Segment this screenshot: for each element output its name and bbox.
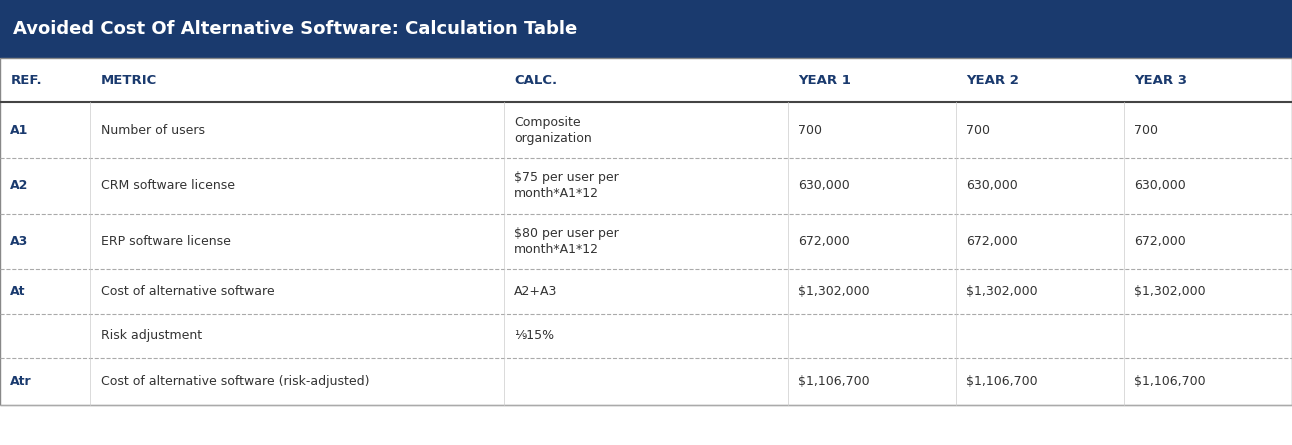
- Text: Number of users: Number of users: [101, 124, 204, 137]
- Text: 672,000: 672,000: [966, 235, 1018, 248]
- Text: $1,106,700: $1,106,700: [1134, 375, 1205, 388]
- Bar: [0, 0, 1292, 58]
- Text: 630,000: 630,000: [1134, 179, 1186, 192]
- Text: Risk adjustment: Risk adjustment: [101, 329, 202, 343]
- Text: 672,000: 672,000: [1134, 235, 1186, 248]
- Text: 700: 700: [966, 124, 991, 137]
- Text: CRM software license: CRM software license: [101, 179, 235, 192]
- Text: Atr: Atr: [10, 375, 32, 388]
- Text: $1,106,700: $1,106,700: [798, 375, 870, 388]
- Text: 630,000: 630,000: [966, 179, 1018, 192]
- Text: YEAR 3: YEAR 3: [1134, 73, 1187, 87]
- Text: ⅑15%: ⅑15%: [514, 329, 554, 343]
- Bar: [0, 58, 1292, 405]
- Text: $80 per user per
month*A1*12: $80 per user per month*A1*12: [514, 227, 619, 256]
- Text: Avoided Cost Of Alternative Software: Calculation Table: Avoided Cost Of Alternative Software: Ca…: [13, 20, 578, 38]
- Text: At: At: [10, 285, 26, 298]
- Text: $1,106,700: $1,106,700: [966, 375, 1037, 388]
- Text: ERP software license: ERP software license: [101, 235, 231, 248]
- Text: METRIC: METRIC: [101, 73, 158, 87]
- Text: REF.: REF.: [10, 73, 41, 87]
- Text: 672,000: 672,000: [798, 235, 850, 248]
- Text: Cost of alternative software (risk-adjusted): Cost of alternative software (risk-adjus…: [101, 375, 370, 388]
- Text: CALC.: CALC.: [514, 73, 557, 87]
- Text: 700: 700: [1134, 124, 1159, 137]
- Text: A2: A2: [10, 179, 28, 192]
- Text: Cost of alternative software: Cost of alternative software: [101, 285, 274, 298]
- Text: $1,302,000: $1,302,000: [966, 285, 1037, 298]
- Text: A3: A3: [10, 235, 28, 248]
- Text: A1: A1: [10, 124, 28, 137]
- Text: Composite
organization: Composite organization: [514, 116, 592, 145]
- Text: $1,302,000: $1,302,000: [798, 285, 870, 298]
- Text: A2+A3: A2+A3: [514, 285, 558, 298]
- Text: YEAR 1: YEAR 1: [798, 73, 851, 87]
- Text: YEAR 2: YEAR 2: [966, 73, 1019, 87]
- Text: 630,000: 630,000: [798, 179, 850, 192]
- Text: $1,302,000: $1,302,000: [1134, 285, 1205, 298]
- Text: 700: 700: [798, 124, 823, 137]
- Text: $75 per user per
month*A1*12: $75 per user per month*A1*12: [514, 171, 619, 200]
